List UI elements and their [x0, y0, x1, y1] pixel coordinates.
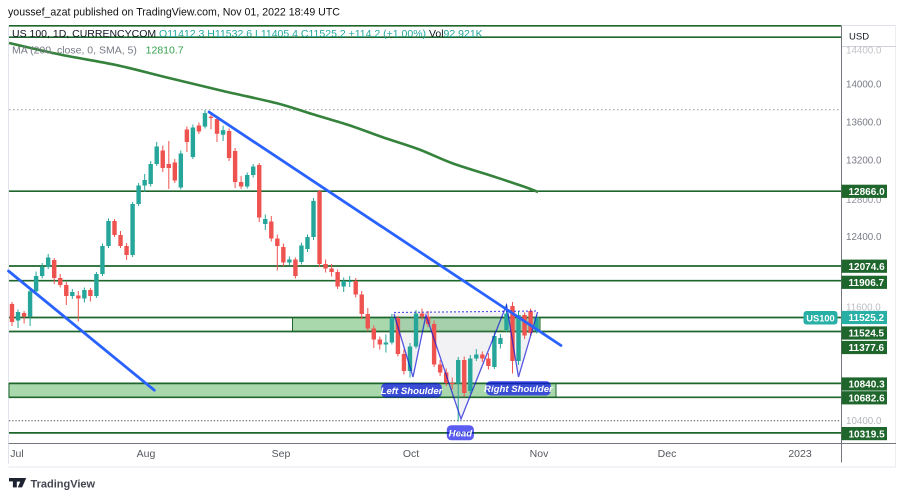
svg-text:13600.0: 13600.0: [846, 118, 882, 129]
svg-text:USD: USD: [849, 32, 869, 43]
svg-text:TradingView: TradingView: [31, 479, 96, 491]
svg-text:11524.5: 11524.5: [849, 329, 885, 340]
svg-text:12074.6: 12074.6: [849, 262, 886, 273]
svg-text:10682.6: 10682.6: [849, 394, 886, 405]
svg-text:10840.3: 10840.3: [849, 380, 886, 391]
svg-text:Head: Head: [449, 428, 474, 439]
svg-text:10319.5: 10319.5: [849, 429, 886, 440]
svg-text:14000.0: 14000.0: [846, 80, 882, 91]
svg-text:11600.0: 11600.0: [846, 303, 881, 314]
svg-text:Left Shoulder: Left Shoulder: [381, 386, 444, 397]
svg-text:11906.7: 11906.7: [849, 278, 885, 289]
svg-text:Right Shoulder: Right Shoulder: [484, 384, 554, 395]
svg-text:12400.0: 12400.0: [846, 232, 882, 243]
svg-text:Oct: Oct: [403, 448, 419, 460]
svg-text:Nov: Nov: [530, 448, 549, 460]
svg-text:11525.2: 11525.2: [849, 313, 885, 324]
svg-text:Aug: Aug: [137, 448, 156, 460]
svg-text:11377.6: 11377.6: [849, 343, 885, 354]
svg-text:2023: 2023: [788, 448, 812, 460]
svg-text:10400.0: 10400.0: [846, 416, 882, 427]
svg-text:Sep: Sep: [272, 448, 291, 460]
svg-text:MA (200, close, 0, SMA, 5) 1: MA (200, close, 0, SMA, 5) 12810.7: [12, 45, 184, 57]
svg-text:Dec: Dec: [658, 448, 677, 460]
svg-text:14400.0: 14400.0: [846, 46, 882, 57]
svg-text:US 100, 1D, CURRENCYCOM O1141: US 100, 1D, CURRENCYCOM O11412.3 H11532.…: [12, 28, 483, 40]
svg-text:12866.0: 12866.0: [849, 187, 886, 198]
svg-text:12800.0: 12800.0: [846, 195, 882, 206]
svg-text:Jul: Jul: [10, 448, 23, 460]
svg-text:US100: US100: [806, 313, 834, 323]
svg-text:13200.0: 13200.0: [846, 156, 882, 167]
svg-text:youssef_azat published on Trad: youssef_azat published on TradingView.co…: [8, 7, 340, 19]
